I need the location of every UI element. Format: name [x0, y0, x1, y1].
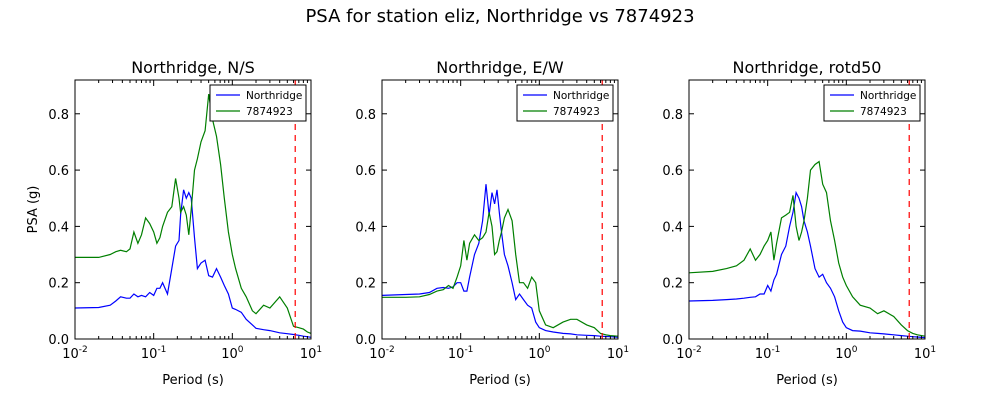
chart-panel-1: 0.0 0.2 0.4 0.6 0.8 10-2 10-1 100 101 Northridge,…	[26, 58, 322, 388]
y-tick-label: 0.8	[355, 108, 376, 123]
y-tick-label: 0.6	[48, 164, 69, 179]
legend-label: Northridge	[246, 90, 302, 102]
chart-panel-3: 0.0 0.2 0.4 0.6 0.8 10-2 10-1 100 101 Northridge,…	[662, 58, 936, 388]
y-tick-label: 0.2	[48, 277, 69, 292]
plot-area	[75, 80, 311, 339]
figure-title: PSA for station eliz, Northridge vs 7874…	[305, 6, 694, 27]
y-tick-label: 0.0	[355, 333, 376, 348]
x-axis-label: Period (s)	[162, 373, 224, 388]
y-tick-label: 0.8	[48, 108, 69, 123]
y-tick-label: 0.4	[48, 220, 69, 235]
series-line-northridge	[75, 189, 311, 338]
series-line-simulation	[689, 160, 925, 337]
x-tick-label: 100	[221, 345, 244, 362]
y-tick-label: 0.0	[662, 333, 683, 348]
series-line-northridge	[689, 190, 925, 339]
chart-panel-2: 0.0 0.2 0.4 0.6 0.8 10-2 10-1 100 101 Northridge,…	[355, 58, 629, 388]
x-tick-label: 10-2	[62, 345, 88, 362]
y-tick-label: 0.0	[48, 333, 69, 348]
chart-title: Northridge, N/S	[131, 58, 255, 77]
legend-label: 7874923	[860, 106, 907, 118]
legend-label: Northridge	[553, 90, 609, 102]
y-tick-label: 0.4	[662, 220, 683, 235]
legend-box	[516, 84, 614, 122]
x-tick-label: 101	[300, 345, 322, 362]
series-line-simulation	[382, 207, 618, 337]
x-tick-label: 10-2	[369, 345, 395, 362]
x-tick-label: 10-1	[141, 345, 167, 362]
x-tick-label: 101	[914, 345, 936, 362]
axes-frame	[74, 79, 312, 340]
legend: Northridge 7874923	[209, 84, 307, 122]
y-axis-label: PSA (g)	[26, 186, 41, 234]
x-tick-label: 10-2	[676, 345, 702, 362]
x-tick-label: 10-1	[755, 345, 781, 362]
y-tick-label: 0.2	[662, 277, 683, 292]
y-tick-label: 0.6	[355, 164, 376, 179]
plot-area	[689, 80, 925, 339]
x-tick-label: 10-1	[448, 345, 474, 362]
legend-label: Northridge	[860, 90, 916, 102]
series-line-simulation	[75, 94, 311, 334]
chart-panels: 0.0 0.2 0.4 0.6 0.8 10-2 10-1 100 101 Northridge,…	[26, 58, 936, 388]
x-axis-label: Period (s)	[776, 373, 838, 388]
x-axis-label: Period (s)	[469, 373, 531, 388]
chart-title: Northridge, E/W	[436, 58, 564, 77]
y-tick-label: 0.6	[662, 164, 683, 179]
chart-title: Northridge, rotd50	[733, 58, 882, 77]
y-tick-label: 0.4	[355, 220, 376, 235]
x-tick-label: 100	[528, 345, 551, 362]
y-tick-label: 0.8	[662, 108, 683, 123]
legend: Northridge 7874923	[823, 84, 921, 122]
legend: Northridge 7874923	[516, 84, 614, 122]
axes-frame	[688, 79, 926, 340]
legend-label: 7874923	[246, 106, 293, 118]
axes-frame	[381, 79, 619, 340]
legend-box	[823, 84, 921, 122]
legend-label: 7874923	[553, 106, 600, 118]
x-tick-label: 101	[607, 345, 629, 362]
legend-box	[209, 84, 307, 122]
y-tick-label: 0.2	[355, 277, 376, 292]
x-tick-label: 100	[835, 345, 858, 362]
